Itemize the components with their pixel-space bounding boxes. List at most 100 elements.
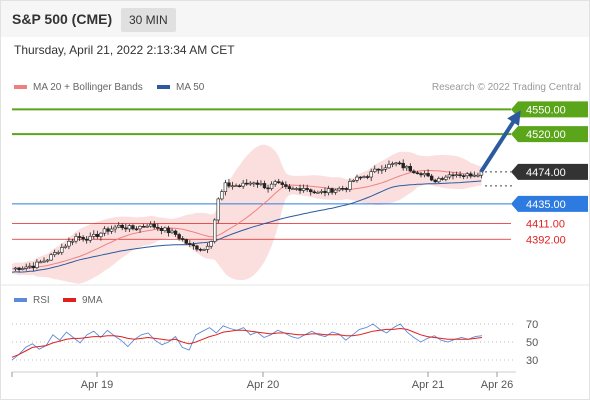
- legend-ma20: MA 20 + Bollinger Bands: [14, 82, 143, 93]
- candle-body: [92, 233, 96, 237]
- candle-body: [116, 224, 121, 228]
- candle-body: [198, 248, 203, 251]
- 9ma-swatch: [63, 298, 76, 303]
- candle-body: [291, 188, 295, 190]
- candle-body: [415, 172, 420, 175]
- candle-body: [447, 174, 452, 178]
- candle-body: [401, 162, 405, 169]
- candle-body: [241, 182, 245, 187]
- candle-body: [13, 267, 18, 270]
- ma50-line: [11, 180, 482, 273]
- candle-body: [220, 191, 224, 200]
- forecast-arrow-head: [507, 110, 521, 126]
- level-label-3: 4435.00: [526, 199, 566, 211]
- candle-body: [156, 226, 160, 229]
- candle-body: [248, 182, 252, 185]
- candle-body: [326, 188, 331, 194]
- candle-body: [465, 173, 469, 177]
- candle-body: [259, 183, 263, 185]
- candle-body: [60, 247, 64, 253]
- candle-body: [166, 227, 171, 234]
- candle-body: [351, 180, 356, 182]
- candle-body: [426, 173, 430, 177]
- candle-body: [333, 189, 338, 193]
- candle-body: [67, 240, 71, 247]
- candle-body: [390, 163, 395, 165]
- candle-body: [195, 245, 199, 250]
- bollinger-band: [12, 144, 482, 284]
- candle-body: [476, 174, 480, 177]
- candle-body: [109, 228, 114, 232]
- level-tag-0: [511, 101, 588, 118]
- candle-body: [45, 259, 50, 262]
- candle-body: [433, 179, 437, 183]
- rsi-tick-70: 70: [526, 319, 538, 331]
- candle-body: [380, 169, 384, 171]
- candle-body: [429, 175, 434, 181]
- instrument-title: S&P 500 (CME): [12, 11, 113, 27]
- candle-body: [20, 268, 25, 270]
- level-tag-1: [511, 126, 588, 143]
- candle-body: [230, 185, 235, 188]
- candle-body: [74, 236, 78, 242]
- level-label-0: 4550.00: [526, 104, 566, 116]
- candle-body: [170, 230, 174, 234]
- candle-body: [70, 240, 75, 243]
- candle-body: [134, 228, 139, 231]
- candle-body: [163, 227, 167, 231]
- candle-body: [209, 241, 213, 247]
- candle-body: [245, 182, 249, 185]
- candle-body: [451, 174, 455, 177]
- candle-body: [312, 191, 316, 194]
- legend-9ma: 9MA: [63, 295, 103, 306]
- candle-body: [365, 176, 370, 178]
- ma20-swatch: [14, 85, 27, 90]
- candle-body: [387, 163, 391, 169]
- candle-body: [52, 252, 57, 256]
- candle-body: [422, 173, 427, 176]
- candle-body: [113, 226, 117, 230]
- level-label-4: 4411.00: [526, 219, 565, 231]
- candle-body: [188, 243, 192, 245]
- ma20-line: [11, 169, 482, 270]
- credit-text: Research © 2022 Trading Central: [431, 82, 581, 93]
- candle-body: [394, 162, 398, 165]
- rsi-tick-30: 30: [526, 355, 538, 367]
- candle-body: [213, 219, 217, 242]
- candle-body: [84, 238, 89, 241]
- candle-body: [330, 188, 334, 193]
- candle-body: [280, 182, 284, 185]
- legend-ma50-label: MA 50: [176, 82, 205, 93]
- timeframe-button[interactable]: 30 MIN: [121, 8, 176, 32]
- level-tag-2: [511, 163, 588, 180]
- legend-ma50: MA 50: [157, 82, 204, 93]
- candle-body: [131, 225, 135, 230]
- candle-body: [383, 167, 388, 170]
- candle-body: [181, 238, 185, 240]
- candle-body: [17, 267, 21, 270]
- chart-header: S&P 500 (CME) 30 MIN: [1, 1, 589, 37]
- legend-rsi-label: RSI: [33, 295, 50, 306]
- candle-body: [277, 181, 281, 184]
- ma50-swatch: [157, 85, 170, 90]
- candle-body: [173, 230, 178, 235]
- level-label-5: 4392.00: [526, 234, 566, 246]
- candle-body: [405, 166, 409, 169]
- candle-body: [237, 185, 242, 187]
- candle-body: [376, 168, 381, 171]
- candle-body: [102, 228, 107, 234]
- candle-body: [469, 173, 473, 177]
- candle-body: [31, 265, 36, 268]
- x-tick-label-0: Apr 19: [81, 379, 113, 391]
- rsi-tick-50: 50: [526, 337, 538, 349]
- candle-body: [341, 188, 345, 190]
- candle-body: [141, 226, 146, 228]
- x-tick-label-3: Apr 26: [481, 379, 513, 391]
- candle-body: [252, 182, 256, 185]
- candle-body: [262, 183, 267, 189]
- candle-body: [287, 186, 292, 190]
- candle-body: [152, 223, 156, 228]
- candle-body: [234, 185, 238, 187]
